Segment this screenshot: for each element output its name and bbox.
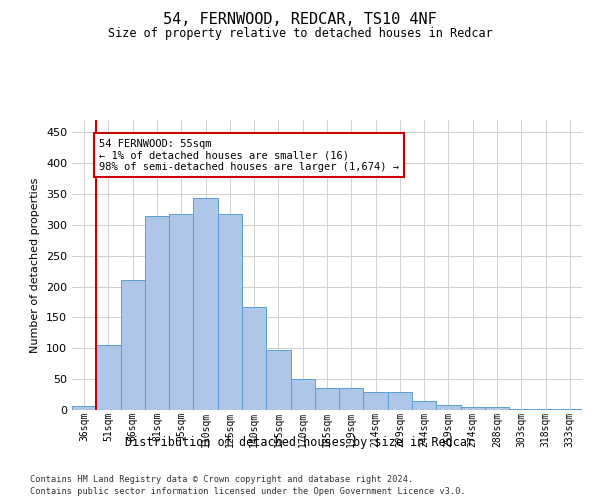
Bar <box>169 214 193 410</box>
Bar <box>509 409 533 410</box>
Bar <box>388 392 412 410</box>
Text: 54, FERNWOOD, REDCAR, TS10 4NF: 54, FERNWOOD, REDCAR, TS10 4NF <box>163 12 437 28</box>
Text: Size of property relative to detached houses in Redcar: Size of property relative to detached ho… <box>107 28 493 40</box>
Bar <box>242 307 266 410</box>
Y-axis label: Number of detached properties: Number of detached properties <box>31 178 40 352</box>
Bar <box>72 406 96 410</box>
Bar <box>436 405 461 410</box>
Bar <box>315 388 339 410</box>
Text: Contains public sector information licensed under the Open Government Licence v3: Contains public sector information licen… <box>30 488 466 496</box>
Bar <box>290 379 315 410</box>
Bar <box>339 388 364 410</box>
Bar <box>461 407 485 410</box>
Text: Distribution of detached houses by size in Redcar: Distribution of detached houses by size … <box>125 436 475 449</box>
Bar <box>485 407 509 410</box>
Bar <box>266 350 290 410</box>
Bar <box>96 344 121 410</box>
Bar <box>145 216 169 410</box>
Bar <box>218 214 242 410</box>
Text: Contains HM Land Registry data © Crown copyright and database right 2024.: Contains HM Land Registry data © Crown c… <box>30 475 413 484</box>
Bar <box>121 280 145 410</box>
Text: 54 FERNWOOD: 55sqm
← 1% of detached houses are smaller (16)
98% of semi-detached: 54 FERNWOOD: 55sqm ← 1% of detached hous… <box>99 138 399 172</box>
Bar <box>412 400 436 410</box>
Bar <box>364 392 388 410</box>
Bar <box>193 198 218 410</box>
